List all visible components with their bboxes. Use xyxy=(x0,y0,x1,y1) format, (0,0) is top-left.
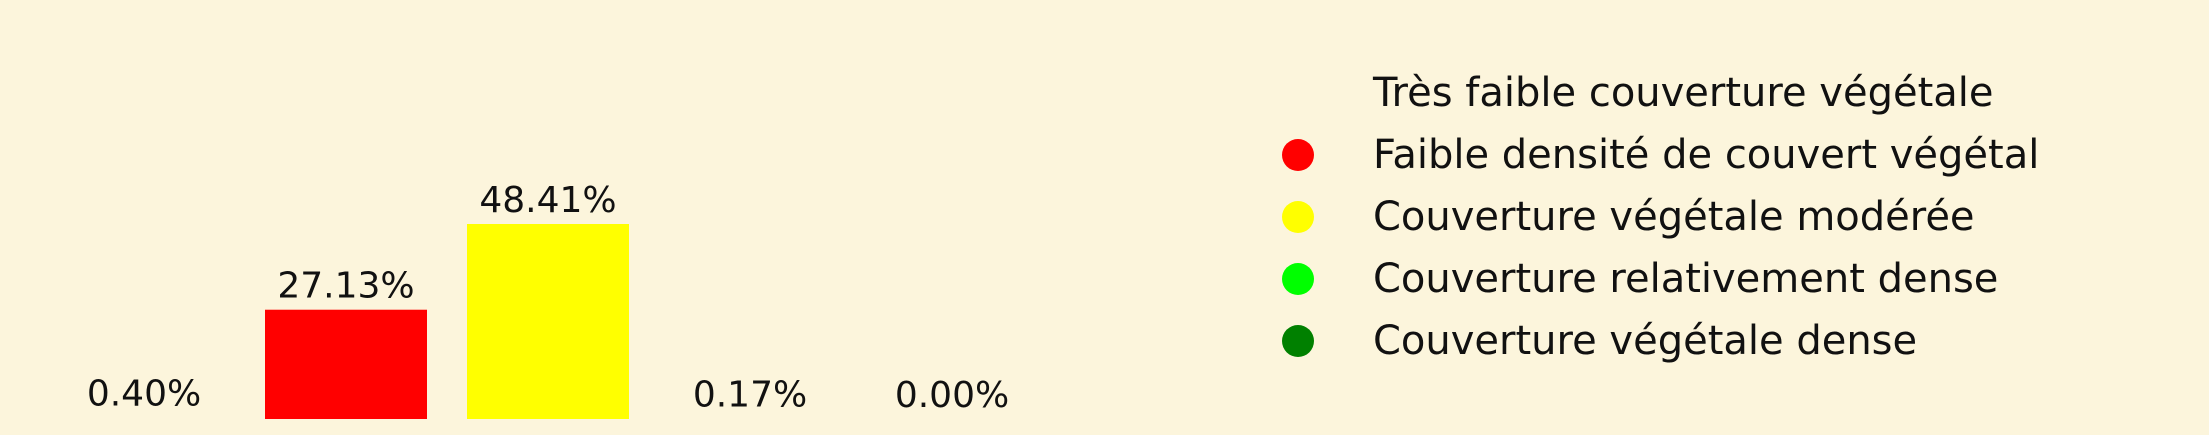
legend-marker-relatively-dense xyxy=(1282,263,1314,295)
bar-moderate xyxy=(467,224,629,419)
bars-group xyxy=(265,224,629,419)
value-label-moderate: 48.41% xyxy=(479,180,616,221)
legend-label-relatively-dense: Couverture relativement dense xyxy=(1373,256,1998,302)
legend: Très faible couverture végétale Faible de… xyxy=(1282,70,2039,364)
legend-label-very-low: Très faible couverture végétale xyxy=(1372,70,1994,116)
value-labels-group: 0.40% 27.13% 48.41% 0.17% 0.00% xyxy=(87,180,1009,416)
legend-label-moderate: Couverture végétale modérée xyxy=(1373,194,1975,240)
value-label-relatively-dense: 0.17% xyxy=(693,374,807,415)
value-label-very-low: 0.40% xyxy=(87,373,201,414)
legend-label-low: Faible densité de couvert végétal xyxy=(1373,132,2039,178)
legend-marker-moderate xyxy=(1282,201,1314,233)
legend-label-dense: Couverture végétale dense xyxy=(1373,318,1917,364)
value-label-dense: 0.00% xyxy=(895,375,1009,416)
legend-marker-low xyxy=(1282,139,1314,171)
bar-low xyxy=(265,309,427,419)
legend-marker-very-low xyxy=(1282,77,1314,109)
legend-marker-dense xyxy=(1282,325,1314,357)
value-label-low: 27.13% xyxy=(277,266,414,307)
